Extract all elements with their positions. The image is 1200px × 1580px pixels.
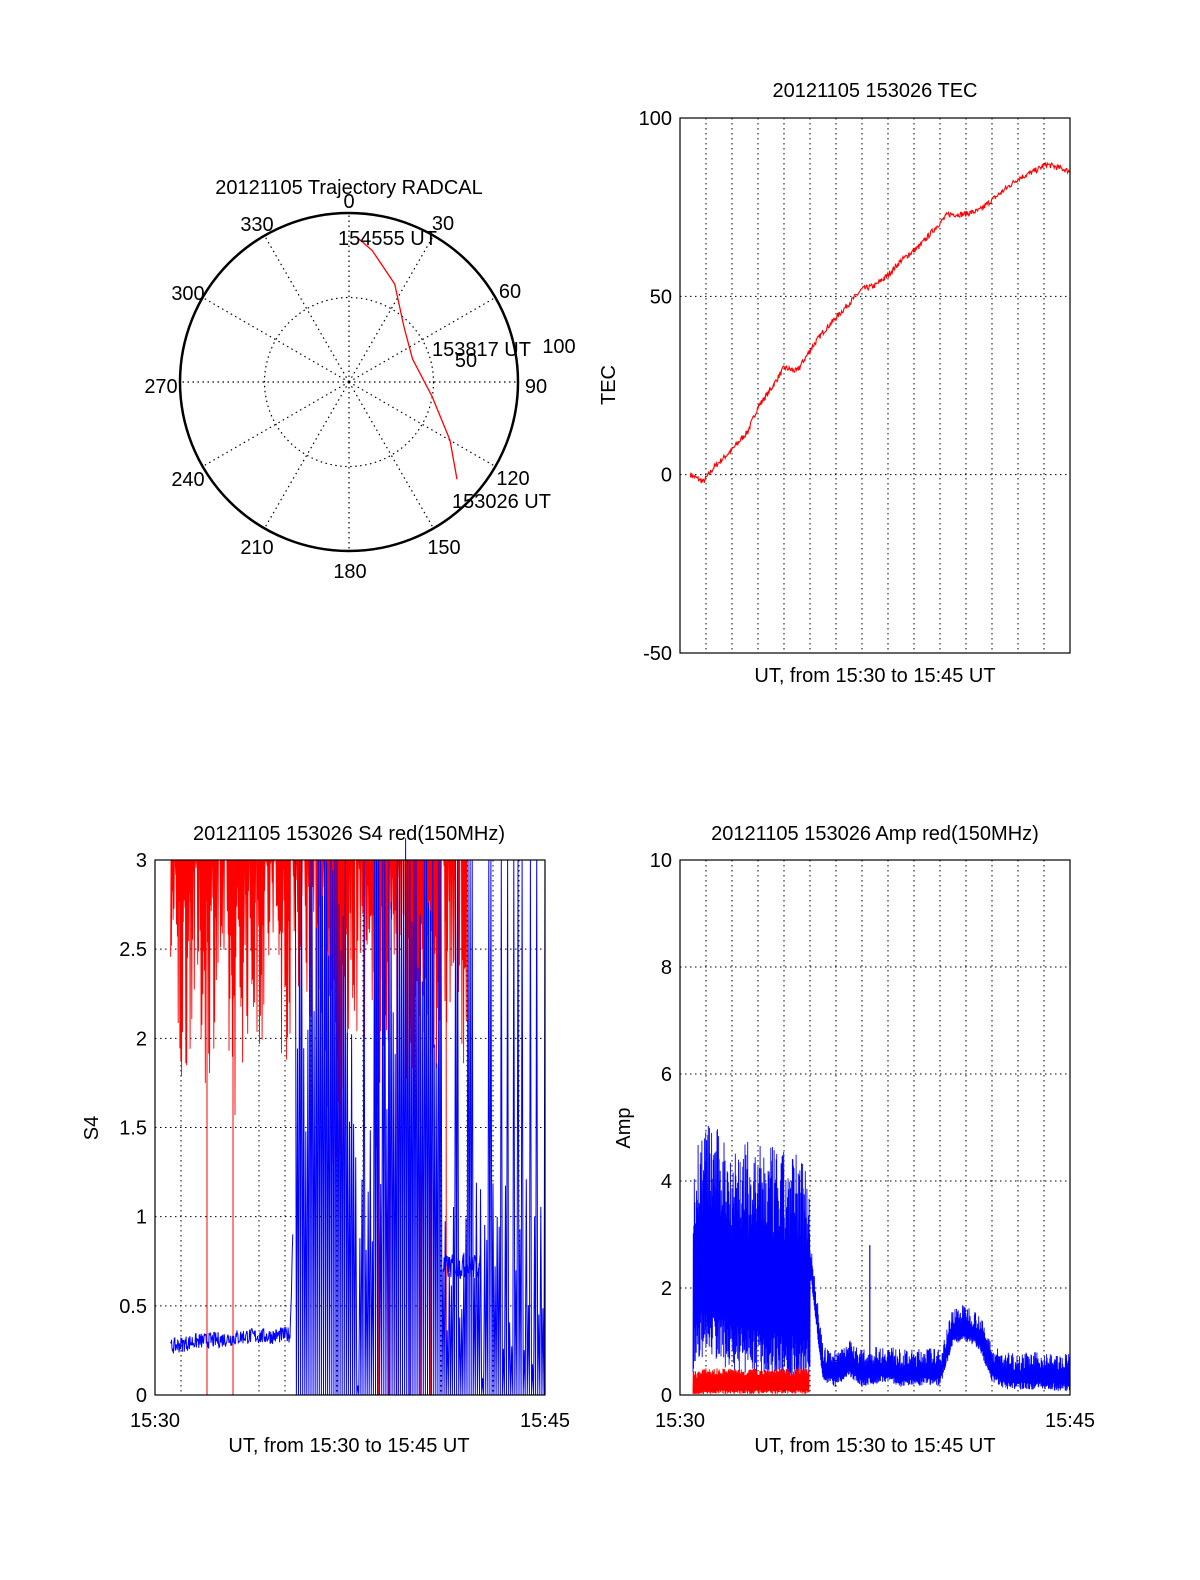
amp-plot-frame	[679, 859, 1071, 1396]
s4-x-tick-label: 15:45	[520, 1410, 570, 1432]
s4-y-tick-label: 1	[136, 1207, 147, 1229]
polar-azimuth-label: 90	[525, 376, 547, 398]
amp-x-axis-label: UT, from 15:30 to 15:45 UT	[754, 1435, 995, 1457]
s4-blue-baseline	[170, 1234, 294, 1354]
amp-y-tick-label: 6	[661, 1064, 672, 1086]
s4-x-axis-label: UT, from 15:30 to 15:45 UT	[228, 1435, 469, 1457]
polar-chart: 20121105 Trajectory RADCAL 0 30 60 90 120 150…	[144, 177, 575, 583]
polar-time-annotation: 154555 UT	[338, 228, 437, 250]
amp-y-tick-label: 2	[661, 1278, 672, 1300]
tec-x-axis-label: UT, from 15:30 to 15:45 UT	[754, 665, 995, 687]
polar-azimuth-label: 210	[240, 537, 273, 559]
polar-annotations: 154555 UT 153817 UT 153026 UT	[338, 228, 551, 513]
polar-spoke	[263, 381, 350, 529]
tec-chart: 20121105 153026 TEC -50 0 50 100 UT, from 1…	[598, 80, 1071, 687]
polar-azimuth-label: 240	[171, 469, 204, 491]
polar-azimuth-labels: 0 30 60 90 120 150 180 210 240 270 300 330	[144, 191, 547, 583]
s4-series	[170, 838, 546, 1396]
s4-y-tick-label: 1.5	[119, 1118, 147, 1140]
polar-spoke	[202, 381, 350, 468]
polar-outer-ring	[178, 211, 520, 553]
polar-title: 20121105 Trajectory RADCAL	[215, 177, 483, 199]
s4-y-tick-label: 3	[136, 850, 147, 872]
polar-azimuth-label: 60	[499, 281, 521, 303]
amp-title: 20121105 153026 Amp red(150MHz)	[711, 823, 1039, 845]
polar-azimuth-label: 270	[144, 376, 177, 398]
s4-x-tick-label: 15:30	[130, 1410, 180, 1432]
polar-azimuth-label: 330	[240, 214, 273, 236]
polar-spoke	[348, 381, 496, 468]
tec-y-axis-label: TEC	[598, 365, 620, 405]
polar-trajectory-line	[356, 236, 458, 480]
tec-y-tick-label: 0	[661, 465, 672, 487]
s4-y-tick-label: 2.5	[119, 939, 147, 961]
s4-title: 20121105 153026 S4 red(150MHz)	[193, 823, 505, 845]
amp-x-ticks: 15:30 15:45	[655, 1410, 1095, 1432]
s4-y-tick-label: 0	[136, 1385, 147, 1407]
polar-radial-label: 100	[542, 336, 575, 358]
s4-y-tick-label: 2	[136, 1028, 147, 1050]
polar-radial-label: 50	[455, 350, 477, 372]
polar-time-annotation: 153817 UT	[432, 339, 531, 361]
tec-series-line	[689, 161, 1071, 484]
tec-y-ticks: -50 0 50 100	[639, 108, 672, 665]
tec-y-tick-label: 100	[639, 108, 672, 130]
amp-red-series	[692, 1368, 810, 1394]
polar-radial-labels: 50 100	[455, 336, 576, 372]
polar-spoke	[348, 381, 435, 529]
amp-y-axis-label: Amp	[613, 1107, 635, 1148]
s4-y-tick-label: 0.5	[119, 1296, 147, 1318]
tec-title: 20121105 153026 TEC	[773, 80, 978, 102]
tec-plot-frame	[679, 117, 1071, 654]
polar-azimuth-label: 300	[171, 283, 204, 305]
amp-y-tick-label: 0	[661, 1385, 672, 1407]
s4-plot-frame	[154, 859, 546, 1396]
polar-trajectory	[356, 236, 458, 480]
tec-y-tick-label: 50	[650, 286, 672, 308]
tec-series	[689, 161, 1071, 484]
polar-azimuth-label: 120	[496, 468, 529, 490]
s4-blue-plateau	[443, 1254, 481, 1279]
amp-blue-series	[692, 1125, 1071, 1392]
s4-y-ticks: 0 0.5 1 1.5 2 2.5 3	[119, 850, 147, 1407]
s4-y-axis-label: S4	[81, 1116, 103, 1140]
amp-chart: 20121105 153026 Amp red(150MHz) 0246810 …	[613, 823, 1095, 1457]
tec-y-tick-label: -50	[643, 643, 672, 665]
polar-spoke	[348, 235, 435, 383]
polar-spoke	[202, 296, 350, 383]
polar-azimuth-label: 30	[432, 213, 454, 235]
polar-grid	[180, 213, 518, 551]
s4-x-ticks: 15:30 15:45	[130, 1410, 570, 1432]
s4-chart: 20121105 153026 S4 red(150MHz) 0 0.5 1 1.5 2…	[81, 823, 570, 1457]
amp-y-ticks: 0 2 4 6 8 10	[650, 850, 672, 1407]
amp-y-tick-label: 10	[650, 850, 672, 872]
amp-x-tick-label: 15:45	[1045, 1410, 1095, 1432]
amp-y-tick-label: 4	[661, 1171, 672, 1193]
polar-time-annotation: 153026 UT	[452, 491, 551, 513]
polar-azimuth-label: 180	[333, 561, 366, 583]
polar-spoke	[348, 296, 496, 383]
amp-series	[692, 1125, 1071, 1394]
tec-grid	[680, 118, 1070, 653]
polar-azimuth-label: 0	[343, 191, 354, 213]
amp-x-tick-label: 15:30	[655, 1410, 705, 1432]
polar-ring-50	[263, 296, 435, 468]
amp-y-tick-label: 8	[661, 957, 672, 979]
polar-azimuth-label: 150	[427, 537, 460, 559]
polar-spoke	[263, 235, 350, 383]
